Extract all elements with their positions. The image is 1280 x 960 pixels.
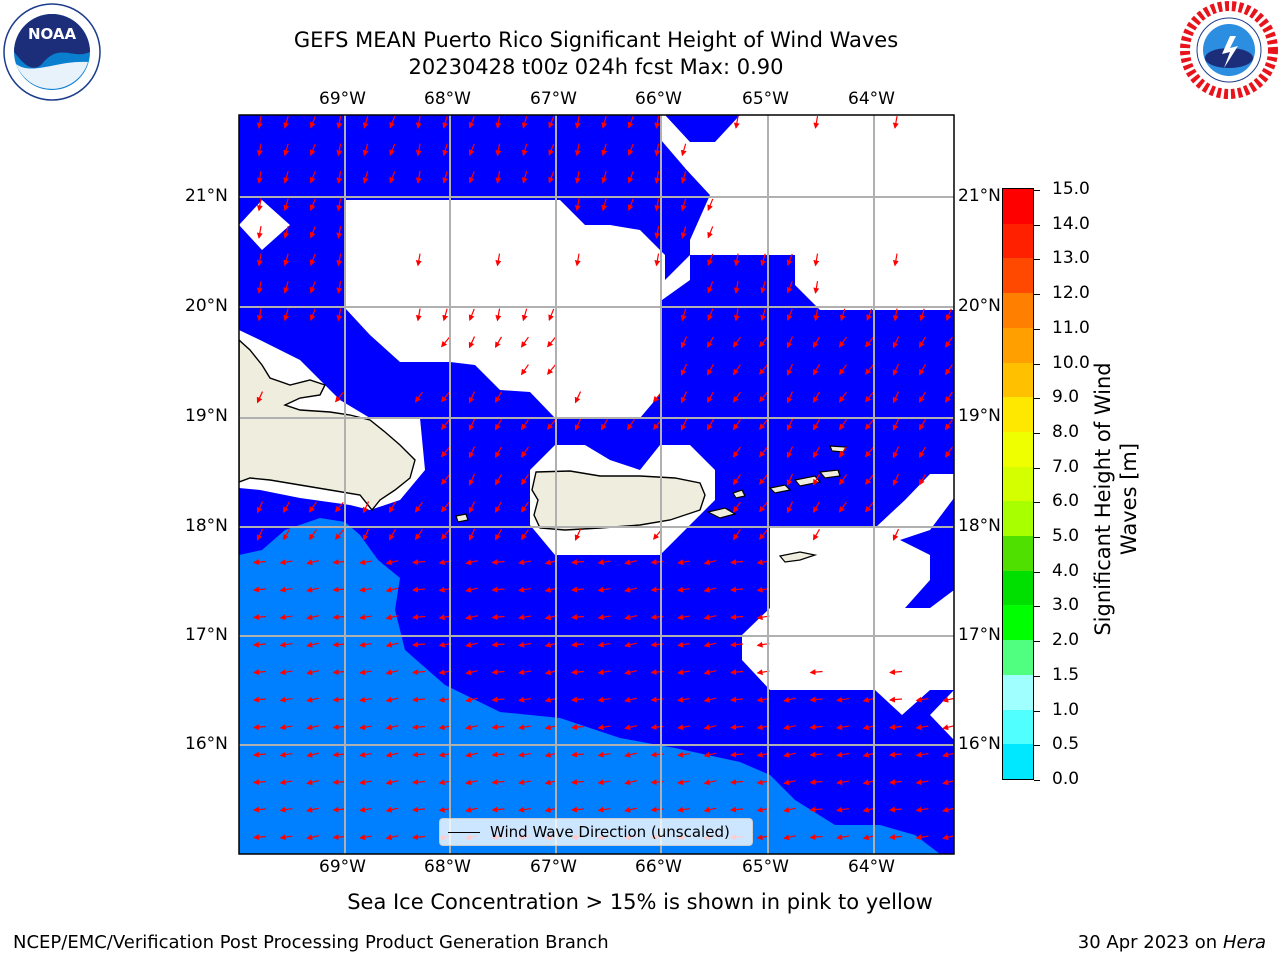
- lon-label-bottom: 69°W: [319, 857, 366, 877]
- colorbar-band: [1003, 640, 1033, 675]
- colorbar-tick-label: 15.0: [1052, 179, 1090, 199]
- colorbar-band: [1003, 571, 1033, 606]
- lon-label-top: 66°W: [635, 89, 682, 109]
- lat-label-left: 17°N: [185, 625, 228, 645]
- colorbar-tick-label: 12.0: [1052, 283, 1090, 303]
- colorbar-tick-label: 0.5: [1052, 734, 1079, 754]
- colorbar-tick-mark: [1034, 780, 1040, 781]
- colorbar-tick-label: 0.0: [1052, 769, 1079, 789]
- colorbar-tick-mark: [1034, 259, 1040, 260]
- colorbar-tick-mark: [1034, 190, 1040, 191]
- colorbar-band: [1003, 189, 1033, 224]
- colorbar-tick-label: 14.0: [1052, 214, 1090, 234]
- colorbar-tick-label: 11.0: [1052, 318, 1090, 338]
- colorbar-tick-mark: [1034, 225, 1040, 226]
- lat-label-left: 18°N: [185, 516, 228, 536]
- colorbar-band: [1003, 363, 1033, 398]
- colorbar-tick-label: 9.0: [1052, 387, 1079, 407]
- colorbar-tick-mark: [1034, 468, 1040, 469]
- colorbar-tick-mark: [1034, 745, 1040, 746]
- colorbar-tick-label: 4.0: [1052, 561, 1079, 581]
- colorbar-band: [1003, 675, 1033, 710]
- colorbar-tick-mark: [1034, 502, 1040, 503]
- lon-label-bottom: 66°W: [635, 857, 682, 877]
- colorbar-band: [1003, 432, 1033, 467]
- lon-label-top: 67°W: [530, 89, 577, 109]
- colorbar-band: [1003, 501, 1033, 536]
- lon-label-top: 68°W: [424, 89, 471, 109]
- colorbar-tick-mark: [1034, 398, 1040, 399]
- footer-date: 30 Apr 2023 on: [1078, 932, 1223, 953]
- colorbar-band: [1003, 467, 1033, 502]
- sea-ice-note: Sea Ice Concentration > 15% is shown in …: [0, 890, 1280, 914]
- lon-label-bottom: 68°W: [424, 857, 471, 877]
- colorbar-tick-mark: [1034, 294, 1040, 295]
- lat-label-left: 19°N: [185, 406, 228, 426]
- lon-label-bottom: 67°W: [530, 857, 577, 877]
- lat-label-right: 20°N: [958, 296, 1001, 316]
- legend-line-icon: [448, 832, 480, 833]
- colorbar-tick-label: 2.0: [1052, 630, 1079, 650]
- footer-machine: Hera: [1223, 932, 1266, 953]
- colorbar-band: [1003, 397, 1033, 432]
- footer-left: NCEP/EMC/Verification Post Processing Pr…: [13, 932, 609, 953]
- colorbar-tick-mark: [1034, 676, 1040, 677]
- lon-label-bottom: 65°W: [742, 857, 789, 877]
- colorbar-tick-label: 5.0: [1052, 526, 1079, 546]
- colorbar-band: [1003, 293, 1033, 328]
- colorbar-band: [1003, 536, 1033, 571]
- colorbar-tick-mark: [1034, 329, 1040, 330]
- colorbar-label: Significant Height of Wind Waves [m]: [1091, 362, 1141, 635]
- footer-right: 30 Apr 2023 on Hera: [1078, 932, 1266, 953]
- lon-label-top: 64°W: [848, 89, 895, 109]
- colorbar-tick-label: 8.0: [1052, 422, 1079, 442]
- colorbar-band: [1003, 224, 1033, 259]
- colorbar-band: [1003, 258, 1033, 293]
- colorbar-tick-mark: [1034, 606, 1040, 607]
- legend-text: Wind Wave Direction (unscaled): [490, 823, 730, 841]
- colorbar-tick-label: 1.5: [1052, 665, 1079, 685]
- lat-label-left: 21°N: [185, 186, 228, 206]
- colorbar-tick-label: 10.0: [1052, 353, 1090, 373]
- colorbar-tick-mark: [1034, 572, 1040, 573]
- colorbar: [1002, 188, 1034, 780]
- lat-label-right: 21°N: [958, 186, 1001, 206]
- colorbar-band: [1003, 605, 1033, 640]
- colorbar-band: [1003, 328, 1033, 363]
- lon-label-top: 65°W: [742, 89, 789, 109]
- map-legend: Wind Wave Direction (unscaled): [439, 818, 753, 846]
- colorbar-tick-mark: [1034, 641, 1040, 642]
- lon-label-top: 69°W: [319, 89, 366, 109]
- colorbar-band: [1003, 744, 1033, 779]
- colorbar-tick-mark: [1034, 364, 1040, 365]
- colorbar-tick-label: 6.0: [1052, 491, 1079, 511]
- colorbar-tick-mark: [1034, 433, 1040, 434]
- colorbar-tick-label: 1.0: [1052, 700, 1079, 720]
- colorbar-tick-mark: [1034, 711, 1040, 712]
- colorbar-tick-mark: [1034, 537, 1040, 538]
- colorbar-tick-label: 13.0: [1052, 248, 1090, 268]
- lat-label-left: 20°N: [185, 296, 228, 316]
- lat-label-right: 19°N: [958, 406, 1001, 426]
- lon-label-bottom: 64°W: [848, 857, 895, 877]
- colorbar-band: [1003, 710, 1033, 745]
- lat-label-right: 17°N: [958, 625, 1001, 645]
- colorbar-tick-label: 3.0: [1052, 595, 1079, 615]
- lat-label-right: 18°N: [958, 516, 1001, 536]
- lat-label-left: 16°N: [185, 734, 228, 754]
- lat-label-right: 16°N: [958, 734, 1001, 754]
- colorbar-tick-label: 7.0: [1052, 457, 1079, 477]
